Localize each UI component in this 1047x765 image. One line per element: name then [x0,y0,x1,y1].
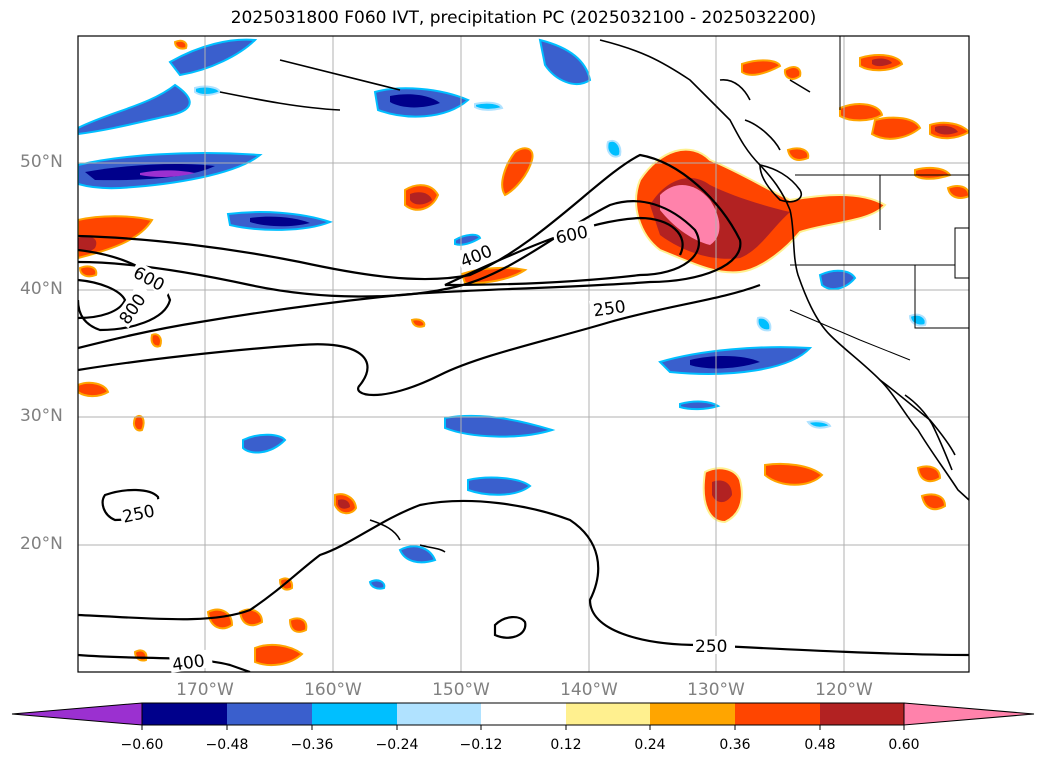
contour-label: 400 [171,651,206,675]
colorbar-tick-label: −0.24 [375,737,419,753]
lon-label: 150°W [432,680,490,700]
lat-label: 50°N [20,152,63,172]
lon-label: 140°W [560,680,618,700]
graticule [78,36,969,672]
lon-label: 130°W [687,680,745,700]
coastlines [219,39,969,553]
contour-label: 250 [695,637,727,657]
contour-label: 250 [592,297,627,321]
colorbar-extend-max [903,702,1035,726]
lat-label: 40°N [20,279,63,299]
lon-label: 160°W [304,680,362,700]
ivt-contours [78,153,969,672]
colorbar-tick-label: −0.60 [120,737,164,753]
colorbar-tick-label: 0.24 [634,737,666,753]
map-frame [77,35,970,673]
colorbar-tick-label: 0.12 [550,737,582,753]
colorbar-tick-label: 0.48 [804,737,836,753]
colorbar [11,702,1035,730]
colorbar-tick-label: −0.48 [205,737,249,753]
colorbar-tick-label: 0.36 [719,737,751,753]
colorbar-tick-label: 0.60 [888,737,920,753]
contour-label: 250 [121,501,157,527]
negative-anomaly-areas [78,38,927,590]
political-borders [789,36,969,361]
contour-label-group: 400 600 600 800 250 250 250 400 [113,218,735,676]
colorbar-tick-label: −0.36 [290,737,334,753]
lat-label: 30°N [20,406,63,426]
colorbar-extend-min [11,702,143,726]
lon-label: 170°W [176,680,234,700]
map-title: 2025031800 F060 IVT, precipitation PC (2… [230,8,817,28]
colorbar-tick-label: −0.12 [459,737,503,753]
lon-label: 120°W [815,680,873,700]
lat-label: 20°N [20,534,63,554]
